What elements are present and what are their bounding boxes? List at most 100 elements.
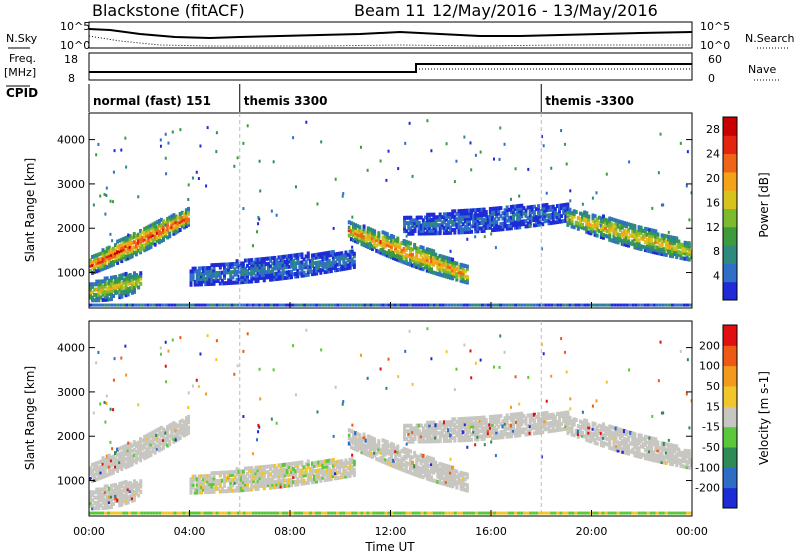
power-cell xyxy=(616,232,620,237)
velocity-cell xyxy=(436,425,440,430)
velocity-cell xyxy=(116,498,120,503)
power-cell xyxy=(130,235,134,240)
power-cell xyxy=(347,220,351,225)
velocity-cell xyxy=(633,437,637,442)
power-cell xyxy=(440,257,444,262)
power-cell xyxy=(203,303,207,307)
power-cell xyxy=(537,204,541,209)
velocity-cell xyxy=(608,437,612,442)
power-cell xyxy=(122,239,126,244)
velocity-cell xyxy=(618,435,622,440)
power-cell xyxy=(208,276,212,281)
power-cell xyxy=(212,263,216,268)
power-cell xyxy=(139,271,143,276)
power-cell xyxy=(389,247,393,252)
velocity-cell xyxy=(442,479,446,484)
velocity-cell xyxy=(338,475,342,480)
velocity-cell xyxy=(532,431,536,436)
velocity-cell xyxy=(583,418,587,423)
power-cell xyxy=(186,222,190,227)
power-cell xyxy=(246,274,250,279)
power-cell xyxy=(269,274,273,279)
power-cell xyxy=(174,214,178,219)
power-cell xyxy=(625,229,628,234)
power-cell xyxy=(130,246,134,251)
power-cell xyxy=(122,250,126,255)
power-cell xyxy=(436,261,440,266)
power-cell xyxy=(310,253,314,258)
velocity-cell xyxy=(555,425,559,430)
power-cell xyxy=(426,303,430,307)
velocity-cell xyxy=(385,450,389,455)
power-cell xyxy=(633,245,637,250)
power-cell xyxy=(281,268,285,273)
power-cell xyxy=(114,243,118,248)
power-cell xyxy=(277,276,281,281)
power-cell xyxy=(622,229,626,234)
velocity-cell xyxy=(246,466,250,471)
velocity-cell xyxy=(225,478,229,483)
velocity-cell xyxy=(329,477,333,482)
power-cell xyxy=(618,222,622,227)
velocity-cell xyxy=(608,435,612,440)
velocity-cell xyxy=(449,438,453,443)
power-cell xyxy=(465,208,469,213)
velocity-cell xyxy=(662,457,666,462)
velocity-cell xyxy=(132,495,136,500)
power-cell xyxy=(430,256,434,261)
velocity-cell xyxy=(107,453,111,458)
velocity-cell xyxy=(260,465,264,470)
power-cell xyxy=(654,247,658,252)
velocity-cell xyxy=(230,511,234,515)
velocity-cell xyxy=(470,432,474,437)
velocity-cell xyxy=(235,488,239,493)
power-cell xyxy=(530,215,534,220)
velocity-cell xyxy=(352,432,356,437)
velocity-cell xyxy=(551,428,555,433)
power-cell xyxy=(444,230,448,235)
power-cell xyxy=(520,219,524,224)
power-cell xyxy=(593,232,597,237)
power-cell xyxy=(191,176,194,180)
power-cell xyxy=(128,303,132,307)
velocity-cell xyxy=(344,469,348,474)
velocity-cell xyxy=(185,511,189,515)
velocity-cell xyxy=(440,428,444,433)
velocity-cell xyxy=(122,480,126,485)
velocity-cell xyxy=(541,414,545,419)
velocity-cell xyxy=(336,465,340,470)
power-cell xyxy=(419,266,423,271)
velocity-cell xyxy=(576,424,580,429)
power-cell xyxy=(357,303,361,307)
velocity-cell xyxy=(666,445,670,450)
velocity-cell xyxy=(202,487,206,492)
velocity-cell xyxy=(601,422,605,427)
velocity-cell xyxy=(629,433,633,438)
velocity-cell xyxy=(564,416,568,421)
power-cell xyxy=(679,250,683,255)
power-cell xyxy=(687,257,691,262)
power-cell xyxy=(419,228,423,233)
power-cell xyxy=(509,215,513,220)
power-cell xyxy=(218,262,222,267)
power-cell xyxy=(671,235,675,240)
power-cell xyxy=(246,279,250,284)
power-cell xyxy=(368,232,372,237)
power-cell xyxy=(543,216,547,221)
velocity-cell xyxy=(461,438,465,443)
velocity-cell xyxy=(497,416,501,421)
power-cell xyxy=(250,276,254,281)
power-cell xyxy=(174,219,178,224)
power-cell xyxy=(396,244,400,249)
power-cell xyxy=(109,250,113,255)
power-cell xyxy=(336,251,340,256)
velocity-cell xyxy=(493,427,497,432)
power-cell xyxy=(317,263,321,268)
power-cell xyxy=(438,217,442,222)
power-cell xyxy=(612,225,616,230)
power-cell xyxy=(126,245,130,250)
power-cell xyxy=(318,303,322,307)
power-cell xyxy=(354,236,358,241)
velocity-cell xyxy=(210,487,214,492)
velocity-cell xyxy=(197,490,201,495)
